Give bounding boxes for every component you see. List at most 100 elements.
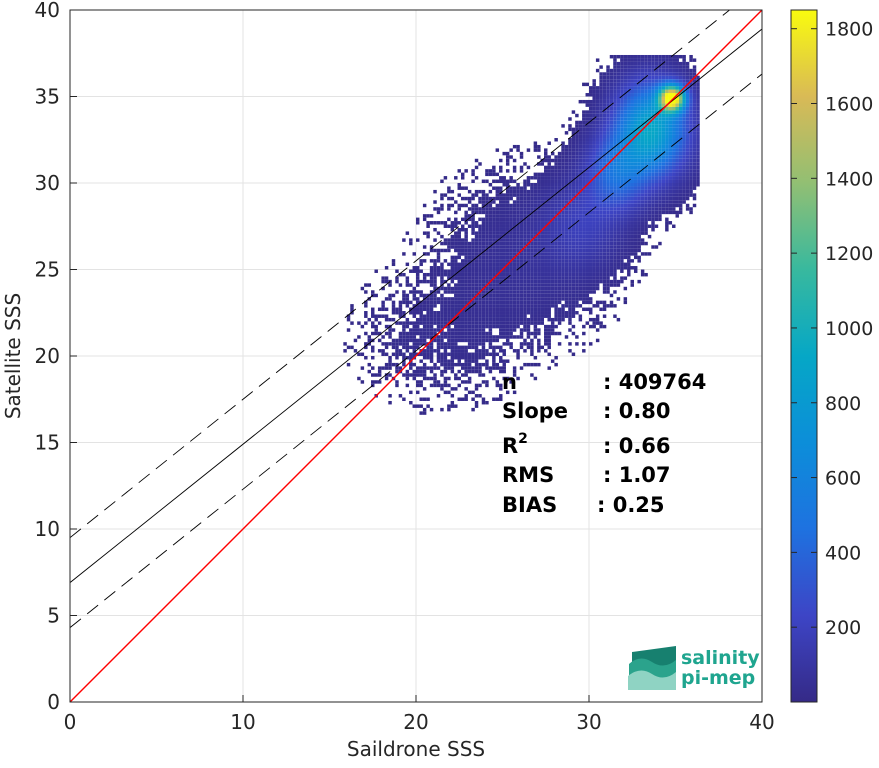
heat-cell — [668, 210, 673, 215]
heat-cell — [557, 241, 562, 246]
heat-cell — [640, 124, 645, 128]
heat-cell — [654, 151, 659, 156]
heat-cell — [651, 172, 655, 177]
heat-cell — [547, 259, 551, 263]
heat-cell — [547, 176, 551, 180]
heat-cell — [675, 189, 679, 194]
heat-cell — [672, 82, 676, 87]
heat-cell — [474, 252, 479, 256]
heat-cell — [637, 141, 641, 145]
heat-cell — [450, 362, 455, 367]
heat-cell — [492, 227, 496, 232]
heat-cell — [471, 366, 475, 370]
heat-cell — [554, 307, 558, 312]
heat-cell — [606, 151, 610, 156]
heat-cell — [606, 255, 610, 260]
heat-cell — [637, 203, 641, 208]
heat-cell — [402, 359, 406, 363]
heat-cell — [523, 338, 527, 343]
heat-cell — [658, 158, 662, 163]
heat-cell — [505, 276, 510, 280]
heat-cell — [682, 196, 686, 201]
heat-cell — [644, 117, 648, 121]
heat-cell — [530, 269, 534, 273]
heat-cell — [668, 120, 673, 125]
heat-cell — [678, 75, 683, 80]
heat-cell — [589, 207, 593, 211]
heat-cell — [613, 186, 617, 190]
heat-cell — [644, 106, 648, 111]
heat-cell — [557, 255, 562, 260]
heat-cell — [409, 269, 413, 273]
colorbar-tick-label: 800 — [825, 393, 861, 415]
heat-cell — [696, 179, 700, 183]
heat-cell — [505, 317, 510, 322]
heat-cell — [474, 176, 479, 180]
heat-cell — [450, 297, 455, 301]
heat-cell — [613, 245, 617, 249]
heat-cell — [575, 279, 579, 284]
heat-cell — [537, 148, 541, 152]
heat-cell — [530, 342, 534, 346]
heat-cell — [557, 286, 562, 291]
heat-cell — [582, 200, 586, 204]
heat-cell — [689, 106, 693, 111]
heat-cell — [530, 272, 534, 277]
heat-cell — [627, 196, 631, 201]
heat-cell — [571, 262, 576, 267]
heat-cell — [419, 373, 423, 377]
heat-cell — [640, 65, 645, 69]
heat-cell — [564, 227, 569, 232]
heat-cell — [460, 314, 465, 318]
heat-cell — [495, 335, 500, 339]
heat-cell — [467, 189, 472, 194]
heat-cell — [471, 335, 475, 339]
heat-cell — [564, 183, 569, 187]
heat-cell — [665, 138, 669, 142]
heat-cell — [696, 176, 700, 180]
heat-cell — [685, 117, 690, 121]
heat-cell — [633, 124, 638, 128]
heat-cell — [623, 65, 628, 69]
heat-cell — [561, 162, 565, 166]
heat-cell — [682, 155, 686, 159]
heat-cell — [599, 324, 603, 329]
heat-cell — [436, 221, 441, 225]
heat-cell — [640, 183, 645, 187]
heat-cell — [502, 321, 506, 325]
heat-cell — [640, 106, 645, 111]
heat-cell — [678, 124, 683, 128]
heat-cell — [499, 317, 503, 322]
heat-cell — [685, 110, 690, 114]
heat-cell — [696, 89, 700, 94]
heat-cell — [429, 293, 434, 298]
heat-cell — [672, 172, 676, 177]
heat-cell — [454, 231, 458, 235]
heat-cell — [433, 286, 437, 291]
heat-cell — [516, 245, 520, 249]
heat-cell — [613, 138, 617, 142]
heat-cell — [485, 290, 489, 294]
heat-cell — [575, 172, 579, 177]
heat-cell — [433, 200, 437, 204]
heat-cell — [595, 234, 600, 239]
heat-cell — [627, 117, 631, 121]
heat-cell — [609, 179, 614, 183]
heat-cell — [647, 193, 652, 197]
heat-cell — [627, 103, 631, 107]
heat-cell — [623, 172, 628, 177]
heat-cell — [488, 328, 493, 332]
heat-cell — [616, 165, 621, 170]
heat-cell — [651, 203, 655, 208]
heat-cell — [512, 227, 517, 232]
heat-cell — [665, 68, 669, 73]
heat-cell — [530, 210, 534, 215]
heat-cell — [627, 252, 631, 256]
heat-cell — [481, 342, 486, 346]
heat-cell — [647, 234, 652, 239]
heat-cell — [485, 262, 489, 267]
heat-cell — [450, 335, 455, 339]
heat-cell — [450, 345, 455, 350]
heat-cell — [589, 317, 593, 322]
heat-cell — [457, 304, 461, 308]
